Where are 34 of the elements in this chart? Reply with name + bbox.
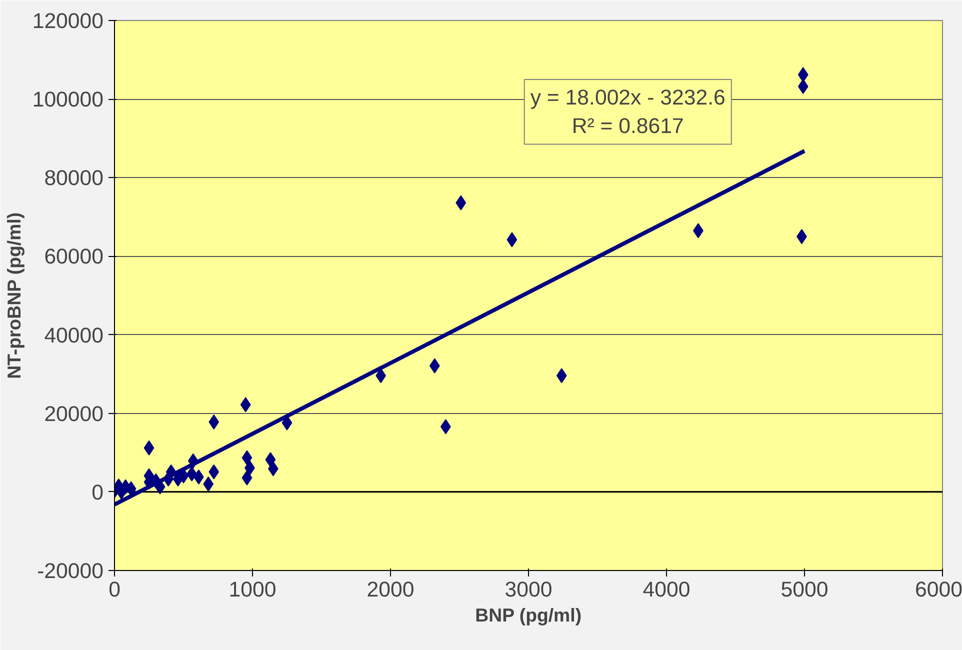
y-tick-label: 20000 bbox=[44, 402, 104, 426]
point bbox=[556, 368, 567, 384]
y-axis-title: NT-proBNP (pg/ml) bbox=[3, 212, 24, 379]
point bbox=[798, 67, 808, 82]
y-tick-label: 60000 bbox=[44, 244, 104, 269]
x-tick-label: 3000 bbox=[504, 578, 552, 602]
y-tick-label: -20000 bbox=[37, 559, 104, 583]
point bbox=[126, 481, 136, 496]
x-tick-label: 2000 bbox=[366, 578, 414, 602]
point bbox=[240, 397, 251, 412]
x-tick-label: 1000 bbox=[228, 578, 276, 602]
point bbox=[208, 464, 220, 480]
point bbox=[144, 440, 154, 456]
point bbox=[242, 470, 252, 486]
x-tick-label: 0 bbox=[108, 578, 121, 602]
annotation: y = 18.002x - 3232.6 R² = 0.8617 bbox=[530, 85, 726, 138]
x-tick-label: 4000 bbox=[642, 578, 690, 602]
y-tick-label: 100000 bbox=[32, 88, 104, 112]
point bbox=[429, 358, 440, 374]
point bbox=[203, 476, 214, 492]
point bbox=[208, 414, 220, 430]
point bbox=[194, 470, 204, 484]
y-tick-label: 80000 bbox=[44, 166, 104, 190]
point bbox=[798, 79, 808, 94]
y-tick-label: 120000 bbox=[32, 9, 104, 33]
y-tick-label: 40000 bbox=[44, 323, 104, 348]
point bbox=[242, 450, 252, 466]
y-tick-label: 0 bbox=[92, 480, 104, 504]
x-axis-title: BNP (pg/ml) bbox=[475, 604, 582, 626]
point bbox=[456, 195, 466, 210]
point bbox=[506, 232, 518, 248]
x-tick-label: 6000 bbox=[915, 578, 962, 602]
point bbox=[376, 368, 386, 384]
x-tick-label: 5000 bbox=[780, 578, 828, 602]
